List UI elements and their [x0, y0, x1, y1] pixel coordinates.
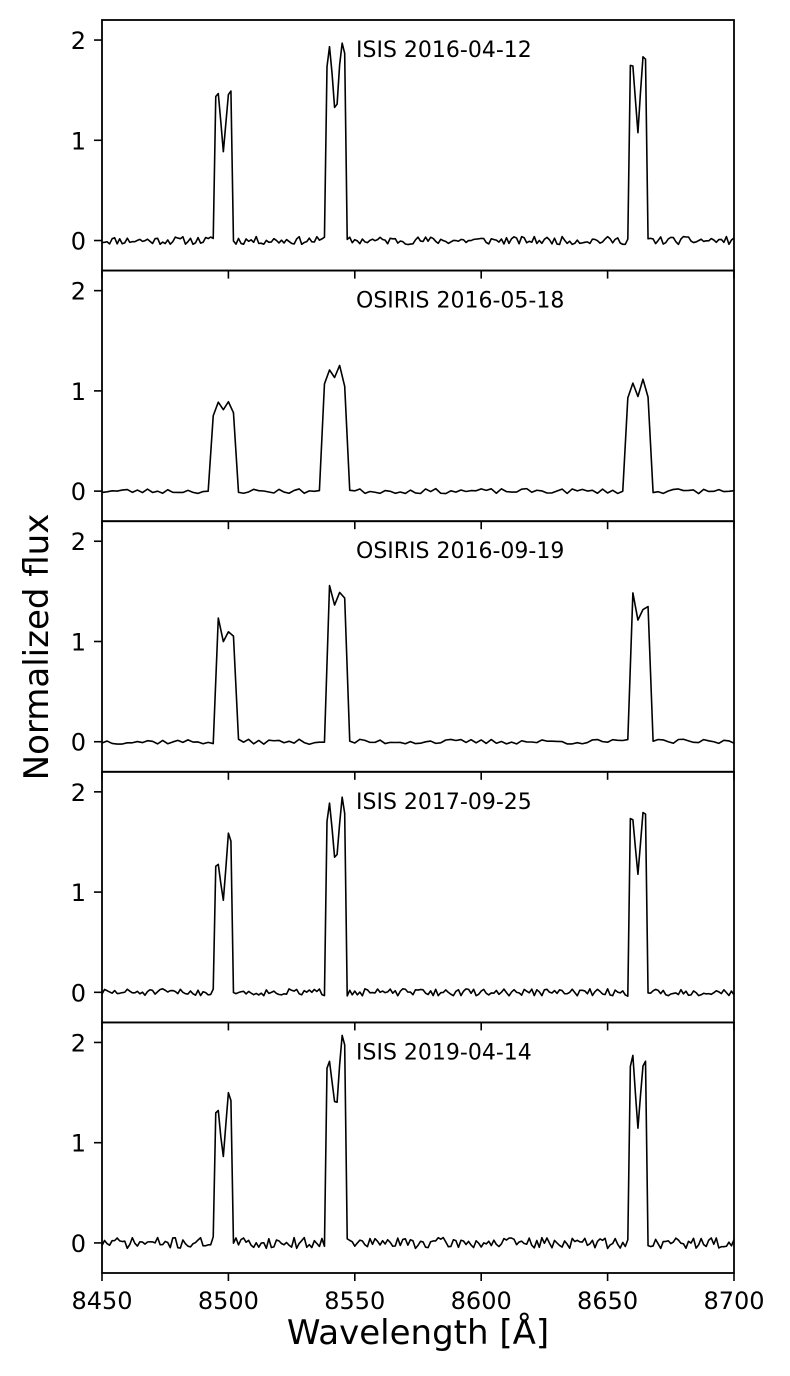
panel-frame [101, 1021, 735, 1274]
x-tick-label: 8700 [703, 1287, 764, 1315]
panel-3: 0 1 2 OSIRIS 2016-09-19 [71, 520, 735, 780]
x-tick-label: 8650 [577, 1287, 638, 1315]
y-tick-label: 0 [71, 1230, 86, 1258]
panel-4: 0 1 2 ISIS 2017-09-25 [71, 770, 735, 1031]
y-tick-label: 1 [71, 127, 86, 155]
panel-2: 0 1 2 OSIRIS 2016-05-18 [71, 269, 735, 530]
y-axis-label: Normalized flux [17, 514, 57, 781]
x-tick-label: 8550 [324, 1287, 385, 1315]
spectrum-line [101, 1034, 735, 1250]
y-tick-label: 0 [71, 729, 86, 757]
y-tick-label: 2 [71, 278, 86, 306]
y-tick-label: 1 [71, 1130, 86, 1158]
y-tick-label: 1 [71, 628, 86, 656]
panel-label: ISIS 2019-04-14 [356, 1040, 532, 1065]
panel-label: ISIS 2016-04-12 [356, 38, 532, 63]
x-axis-label: Wavelength [Å] [287, 1312, 549, 1353]
x-tick-label: 8450 [71, 1287, 132, 1315]
spectrum-line [101, 42, 735, 246]
panels-group: 0 1 2 ISIS 2016-04-12 0 1 2 OSIRIS 2016-05-18 0 1… [71, 19, 765, 1315]
y-tick-label: 2 [71, 27, 86, 55]
spectrum-line [101, 584, 735, 746]
y-tick-label: 0 [71, 478, 86, 506]
panel-label: OSIRIS 2016-09-19 [356, 539, 564, 564]
panel-5: 0 1 2 8450 8500 8550 8600 8650 8700 ISIS 2019-04-… [71, 1021, 765, 1315]
y-tick-label: 0 [71, 979, 86, 1007]
y-tick-label: 1 [71, 378, 86, 406]
x-tick-label: 8500 [198, 1287, 259, 1315]
panel-1: 0 1 2 ISIS 2016-04-12 [71, 19, 735, 279]
y-tick-label: 0 [71, 228, 86, 256]
x-tick-label: 8600 [451, 1287, 512, 1315]
y-tick-label: 2 [71, 779, 86, 807]
y-tick-label: 1 [71, 879, 86, 907]
y-tick-label: 2 [71, 1029, 86, 1057]
panel-label: ISIS 2017-09-25 [356, 790, 532, 815]
panel-label: OSIRIS 2016-05-18 [356, 289, 564, 314]
spectrum-line [101, 364, 735, 495]
spectrum-line [101, 796, 735, 997]
y-tick-label: 2 [71, 528, 86, 556]
